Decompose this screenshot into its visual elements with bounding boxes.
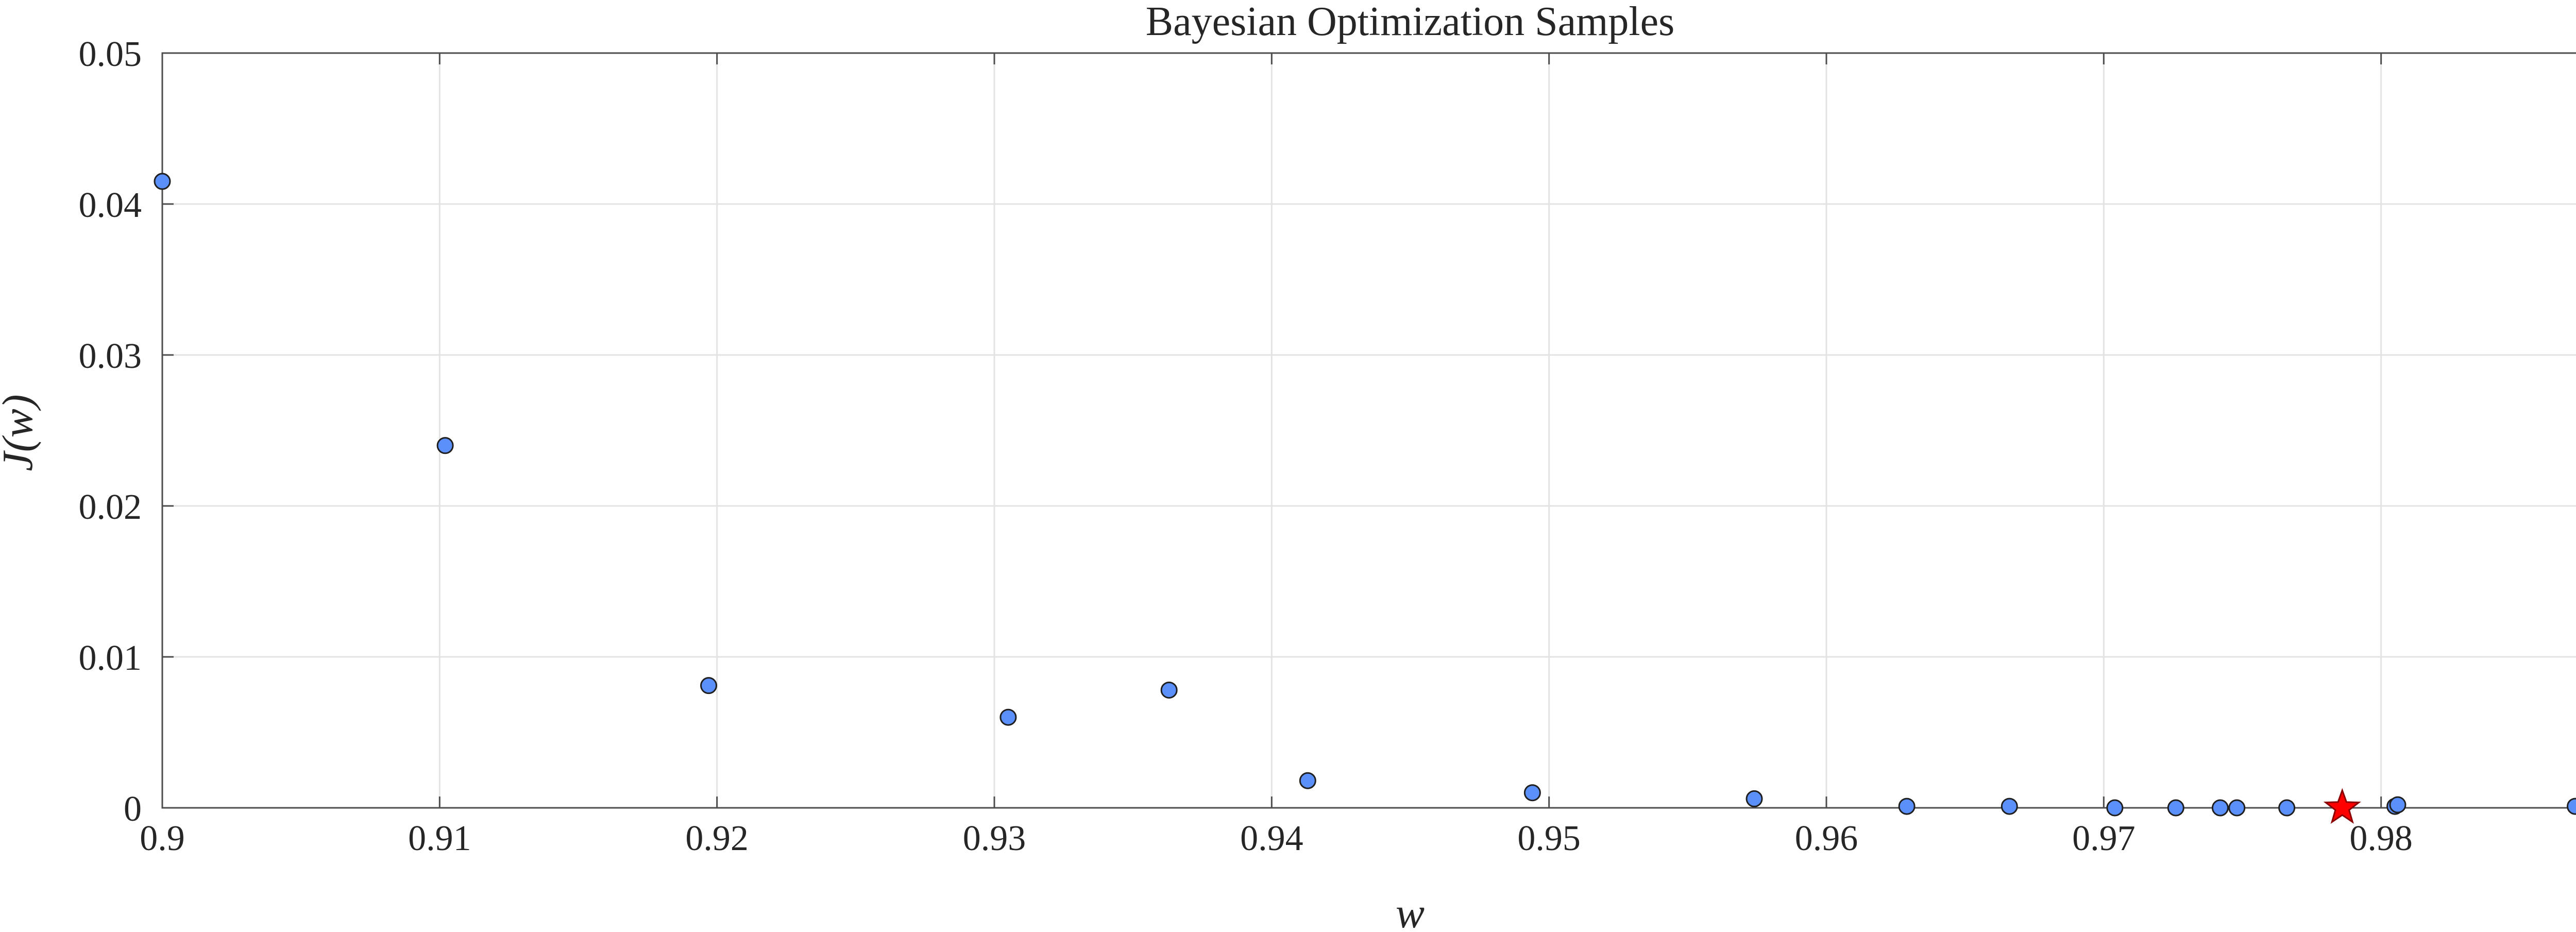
sample-point xyxy=(2167,799,2184,817)
tick-marks xyxy=(161,52,2382,809)
chart-title: Bayesian Optimization Samples xyxy=(1146,0,1674,44)
y-tick-label: 0 xyxy=(124,789,142,829)
sample-point xyxy=(2106,799,2124,817)
sample-point xyxy=(1898,798,1916,815)
x-tick-labels: 0.90.910.920.930.940.950.960.970.980.99 xyxy=(140,819,2413,858)
x-tick-label: 0.98 xyxy=(2349,819,2413,858)
sample-point xyxy=(1745,790,1763,807)
sample-point xyxy=(2211,799,2229,817)
y-tick-label: 0.04 xyxy=(79,185,142,225)
sample-point xyxy=(2278,799,2296,817)
sample-point xyxy=(2567,798,2576,815)
sample-point xyxy=(1523,784,1541,802)
grid xyxy=(161,52,2576,809)
sample-point xyxy=(999,708,1017,726)
sample-point xyxy=(154,173,171,190)
x-tick-label: 0.97 xyxy=(2072,819,2136,858)
x-tick-label: 0.96 xyxy=(1795,819,1858,858)
y-tick-label: 0.05 xyxy=(79,35,142,74)
x-tick-label: 0.94 xyxy=(1240,819,1303,858)
x-tick-label: 0.93 xyxy=(963,819,1026,858)
sample-point xyxy=(2389,796,2406,814)
sample-point xyxy=(1160,681,1178,699)
sample-point xyxy=(436,437,454,454)
x-tick-label: 0.9 xyxy=(140,819,185,858)
data-points xyxy=(154,173,2576,824)
y-tick-label: 0.01 xyxy=(79,638,142,678)
sample-point xyxy=(700,677,718,694)
x-tick-label: 0.92 xyxy=(685,819,749,858)
x-tick-label: 0.95 xyxy=(1517,819,1581,858)
y-tick-label: 0.02 xyxy=(79,487,142,527)
sample-point xyxy=(1299,772,1316,789)
plot-area xyxy=(161,52,2576,809)
x-axis-label: w xyxy=(1396,889,1425,932)
sample-point xyxy=(2001,798,2018,815)
x-tick-label: 0.91 xyxy=(408,819,471,858)
best-point-star xyxy=(2323,788,2361,824)
sample-point xyxy=(2228,799,2246,817)
y-tick-label: 0.03 xyxy=(79,336,142,376)
y-tick-labels: 0 0.01 0.02 0.03 0.04 0.05 xyxy=(79,35,142,829)
y-axis-label: J(w) xyxy=(0,394,42,471)
